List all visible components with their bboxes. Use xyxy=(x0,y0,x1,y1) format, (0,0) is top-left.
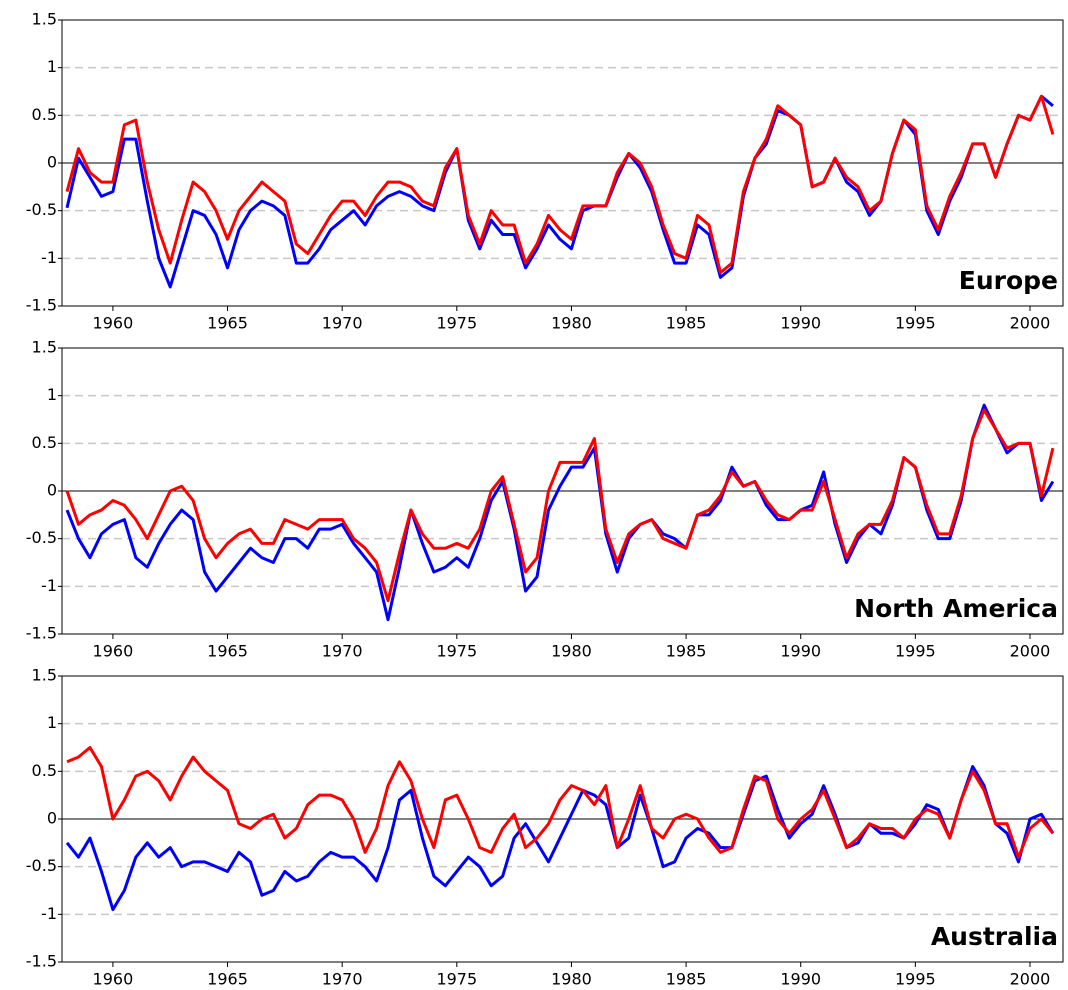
x-tick-label: 1995 xyxy=(895,642,936,661)
x-tick-label: 1995 xyxy=(895,970,936,989)
panel-title: Europe xyxy=(959,266,1058,295)
x-tick-label: 2000 xyxy=(1010,314,1051,333)
y-tick-label: -1 xyxy=(41,576,57,595)
x-tick-label: 1985 xyxy=(666,642,707,661)
y-tick-label: -1 xyxy=(41,248,57,267)
x-tick-label: 1960 xyxy=(93,642,134,661)
y-tick-label: 0 xyxy=(47,153,57,172)
plot-frame xyxy=(61,19,1064,307)
x-tick-label: 1975 xyxy=(436,314,477,333)
y-tick-label: -1.5 xyxy=(26,296,57,315)
y-tick-label: 0.5 xyxy=(32,761,57,780)
y-tick-label: -0.5 xyxy=(26,528,57,547)
y-tick-label: -0.5 xyxy=(26,200,57,219)
x-tick-label: 1970 xyxy=(322,642,363,661)
x-tick-label: 1960 xyxy=(93,970,134,989)
data-line xyxy=(66,746,1055,859)
plot-frame xyxy=(61,347,1064,635)
y-tick-label: 0.5 xyxy=(32,433,57,452)
y-tick-label: 1 xyxy=(47,713,57,732)
panel-title: Australia xyxy=(931,922,1058,951)
x-tick-label: 1985 xyxy=(666,314,707,333)
y-tick-label: 1 xyxy=(47,385,57,404)
x-tick-label: 2000 xyxy=(1010,642,1051,661)
y-tick-label: 1.5 xyxy=(32,666,57,685)
data-line xyxy=(65,403,1055,622)
x-tick-label: 1980 xyxy=(551,314,592,333)
x-tick-label: 1970 xyxy=(322,314,363,333)
x-tick-label: 1990 xyxy=(780,314,821,333)
x-tick-label: 1960 xyxy=(93,314,134,333)
x-tick-label: 1965 xyxy=(207,314,248,333)
data-line xyxy=(65,765,1055,912)
x-tick-label: 1995 xyxy=(895,314,936,333)
plot-frame xyxy=(61,675,1064,963)
x-tick-label: 1980 xyxy=(551,642,592,661)
x-tick-label: 1990 xyxy=(780,970,821,989)
y-tick-label: 1 xyxy=(47,57,57,76)
x-tick-label: 1985 xyxy=(666,970,707,989)
y-tick-label: 0 xyxy=(47,481,57,500)
x-tick-label: 1980 xyxy=(551,970,592,989)
x-tick-label: 1975 xyxy=(436,970,477,989)
y-tick-label: 1.5 xyxy=(32,10,57,29)
y-tick-label: -1.5 xyxy=(26,952,57,971)
y-tick-label: -0.5 xyxy=(26,856,57,875)
x-tick-label: 2000 xyxy=(1010,970,1051,989)
y-tick-label: 0 xyxy=(47,809,57,828)
x-tick-label: 1970 xyxy=(322,970,363,989)
x-tick-label: 1975 xyxy=(436,642,477,661)
y-tick-label: -1 xyxy=(41,904,57,923)
y-tick-label: 1.5 xyxy=(32,338,57,357)
y-tick-label: -1.5 xyxy=(26,624,57,643)
x-tick-label: 1965 xyxy=(207,970,248,989)
y-tick-label: 0.5 xyxy=(32,105,57,124)
panel-title: North America xyxy=(854,594,1058,623)
data-line xyxy=(65,408,1055,603)
data-line xyxy=(65,94,1055,275)
x-tick-label: 1965 xyxy=(207,642,248,661)
x-tick-label: 1990 xyxy=(780,642,821,661)
